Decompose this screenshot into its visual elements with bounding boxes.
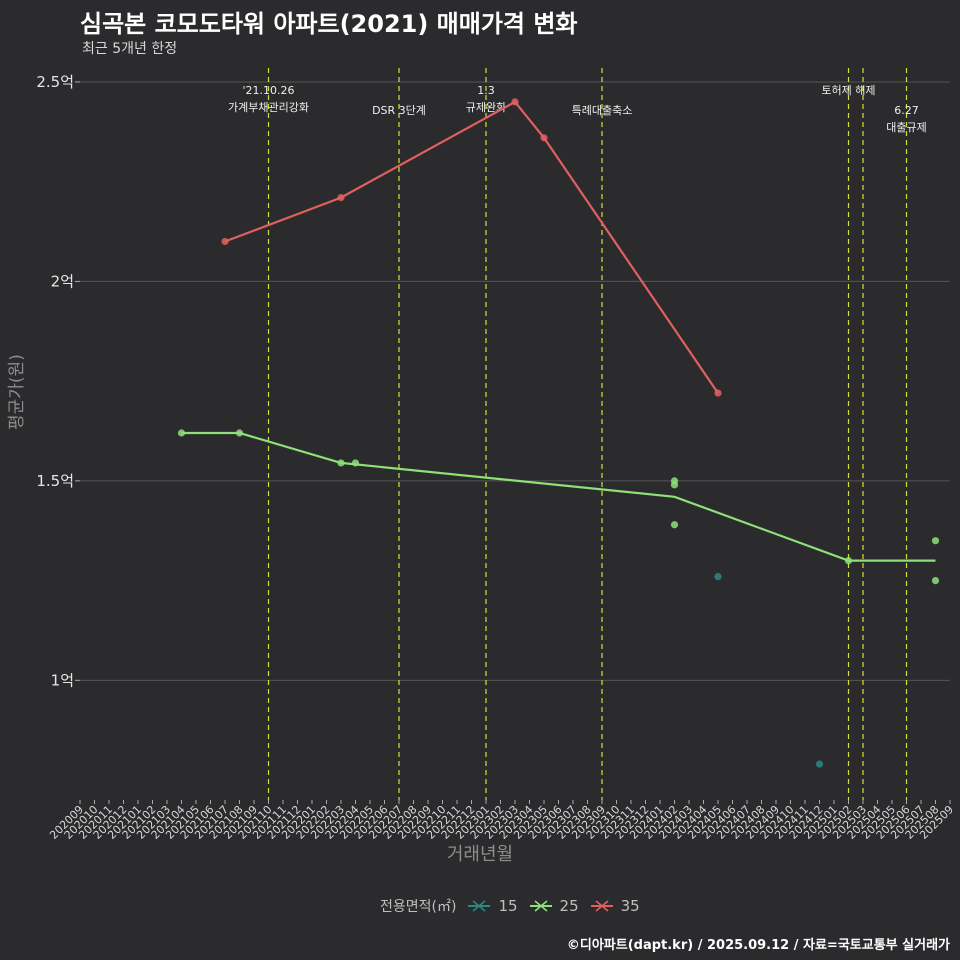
legend-label: 35 [620, 897, 640, 915]
legend-entry-25: 25 [528, 897, 579, 915]
y-tick-label: 2.5억 [36, 73, 74, 91]
legend-title: 전용면적(㎡) [380, 899, 457, 915]
data-point-25 [670, 521, 679, 529]
data-point-15 [714, 573, 722, 581]
event-label: 규제완화 [466, 101, 506, 114]
chart-subtitle: 최근 5개년 한정 [82, 41, 178, 57]
data-point-35 [337, 194, 345, 202]
event-label: DSR 3단계 [372, 104, 426, 117]
data-point-25 [337, 459, 345, 467]
data-point-25 [931, 576, 940, 585]
data-point-25 [235, 429, 244, 437]
legend-key-icon [529, 900, 552, 912]
event-label: '21.10.26 [242, 84, 294, 97]
event-label: 가계부채관리강화 [228, 101, 309, 114]
event-label: 특례대출축소 [572, 104, 633, 117]
legend-entry-35: 35 [589, 897, 640, 915]
legend-key-icon [468, 900, 491, 912]
data-point-25 [844, 557, 853, 565]
legend-key-icon [590, 900, 613, 912]
y-tick-label: 2억 [51, 272, 74, 290]
legend-entry-15: 15 [466, 897, 518, 915]
legend: 전용면적(㎡) 15 25 35 [380, 896, 640, 916]
data-point-25 [931, 537, 940, 545]
chart-title: 심곡본 코모도타워 아파트(2021) 매매가격 변화 [80, 10, 578, 38]
data-point-35 [221, 237, 229, 246]
event-label: 토허제 해제 [821, 83, 875, 97]
event-label: 6.27 [894, 104, 919, 117]
data-point-35 [714, 389, 722, 397]
source-caption: ©디아파트(dapt.kr) / 2025.09.12 / 자료=국토교통부 실… [566, 938, 950, 953]
y-tick-label: 1억 [51, 671, 74, 689]
data-point-35 [540, 134, 548, 142]
data-point-25 [670, 481, 679, 489]
data-point-25 [351, 459, 360, 467]
series-line-25 [181, 431, 936, 562]
legend-label: 25 [559, 897, 579, 915]
y-tick-label: 1.5억 [36, 472, 74, 490]
data-point-25 [177, 429, 186, 437]
series-line-35 [224, 100, 719, 394]
data-point-35 [511, 98, 519, 106]
event-label: 대출규제 [886, 121, 926, 134]
event-label: 1.3 [477, 84, 495, 97]
data-point-15 [815, 760, 824, 768]
x-axis-label: 거래년월 [446, 844, 514, 865]
legend-label: 15 [498, 897, 518, 915]
